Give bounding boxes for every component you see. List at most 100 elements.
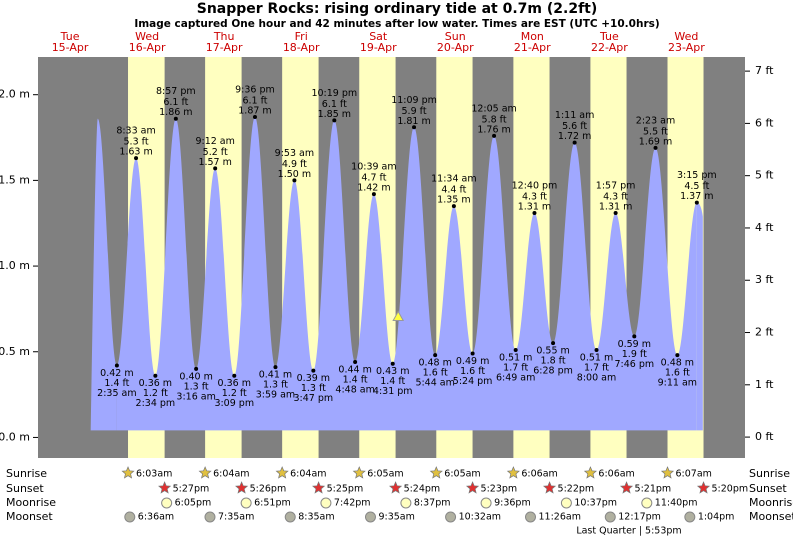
extreme-point (412, 125, 417, 130)
extreme-meters: 1.57 m (198, 157, 231, 168)
extreme-point (551, 341, 556, 346)
sunrise-time: 6:06am (598, 469, 634, 480)
sunset-time: 5:25pm (327, 484, 364, 495)
sunrise-time: 6:05am (367, 469, 403, 480)
sunset-time: 5:22pm (558, 484, 595, 495)
extreme-time: 3:47 pm (294, 393, 334, 404)
extreme-feet: 1.6 ft (423, 368, 448, 379)
chart-subtitle: Image captured One hour and 42 minutes a… (134, 18, 659, 30)
extreme-meters: 1.72 m (558, 131, 591, 142)
extreme-point (470, 351, 475, 356)
extreme-meters: 1.87 m (238, 105, 271, 116)
sunrise-time: 6:04am (213, 469, 249, 480)
sunset-time: 5:24pm (404, 484, 441, 495)
extreme-point (694, 200, 699, 205)
y-tick-label: 0.5 m (0, 345, 30, 358)
moon-phase: Last Quarter | 5:53pm (576, 526, 681, 537)
extreme-meters: 0.39 m (297, 373, 330, 384)
moonset-time: 8:35am (298, 512, 334, 523)
moonrise-time: 7:42pm (334, 498, 371, 509)
extreme-meters: 0.51 m (580, 353, 613, 364)
sunset-icon (389, 481, 403, 494)
y2-tick-label: 5 ft (755, 169, 774, 182)
y2-tick-label: 0 ft (755, 430, 774, 443)
sunset-icon (312, 481, 326, 494)
extreme-meters: 0.43 m (376, 366, 409, 377)
tide-area-end (696, 202, 703, 431)
day-name: Tue (599, 30, 619, 43)
row-label-right: Moonset (749, 510, 793, 523)
y-tick-label: 1.0 m (0, 259, 30, 272)
day-date: 23-Apr (668, 41, 705, 54)
extreme-time: 11:34 am (431, 174, 476, 185)
extreme-point (194, 366, 199, 371)
sunset-icon (465, 481, 480, 494)
extreme-meters: 0.48 m (418, 358, 451, 369)
extreme-meters: 0.36 m (218, 378, 251, 389)
extreme-point (153, 373, 158, 378)
extreme-feet: 1.6 ft (460, 366, 485, 377)
moonset-icon (684, 511, 696, 523)
y2-tick-label: 4 ft (755, 221, 774, 234)
extreme-point (173, 116, 178, 121)
extreme-meters: 1.76 m (477, 124, 510, 135)
extreme-meters: 0.44 m (338, 365, 371, 376)
sunset-icon (235, 481, 249, 494)
sunrise-icon (506, 466, 520, 479)
sunrise-icon (121, 466, 135, 479)
moonset-icon (525, 511, 537, 523)
extreme-feet: 4.7 ft (361, 173, 386, 184)
sunrise-time: 6:07am (676, 469, 712, 480)
day-name: Fri (295, 30, 308, 43)
day-name: Tue (60, 30, 80, 43)
extreme-point (252, 114, 257, 119)
extreme-point (213, 166, 218, 171)
extreme-point (513, 348, 518, 353)
sunrise-icon (275, 466, 289, 479)
day-name: Wed (135, 30, 159, 43)
extreme-point (390, 361, 395, 366)
extreme-feet: 1.7 ft (584, 363, 609, 374)
extreme-meters: 1.86 m (159, 107, 192, 118)
moonset-icon (604, 511, 616, 523)
extreme-feet: 4.4 ft (441, 185, 466, 196)
extreme-time: 4:31 pm (373, 386, 413, 397)
extreme-meters: 0.51 m (499, 353, 532, 364)
day-date: 18-Apr (283, 41, 320, 54)
extreme-point (594, 348, 599, 353)
extreme-meters: 1.69 m (639, 136, 672, 147)
y-tick-label: 2.0 m (0, 88, 30, 101)
extreme-time: 3:59 am (256, 390, 295, 401)
sunset-time: 5:26pm (250, 484, 287, 495)
sunrise-icon (583, 466, 597, 479)
extreme-time: 8:33 am (116, 126, 155, 137)
sunset-icon (696, 481, 711, 494)
moonrise-time: 6:51pm (254, 498, 291, 509)
extreme-point (572, 140, 577, 145)
extreme-point (232, 373, 237, 378)
sunrise-icon (198, 466, 212, 479)
extreme-time: 9:11 am (658, 378, 697, 389)
extreme-time: 1:11 am (555, 110, 594, 121)
extreme-feet: 5.5 ft (643, 126, 668, 137)
extreme-meters: 0.59 m (618, 339, 651, 350)
extreme-time: 4:48 am (335, 385, 374, 396)
row-label: Moonset (6, 510, 53, 523)
extreme-time: 1:57 pm (596, 180, 636, 191)
moonset-time: 6:36am (138, 512, 174, 523)
extreme-point (532, 210, 537, 215)
extreme-time: 9:36 pm (235, 84, 275, 95)
extreme-meters: 0.49 m (456, 356, 489, 367)
extreme-meters: 1.35 m (437, 195, 470, 206)
extreme-feet: 6.1 ft (163, 97, 188, 108)
row-label-right: Sunset (749, 482, 787, 495)
extreme-point (371, 192, 376, 197)
extreme-point (311, 368, 316, 373)
extreme-point (613, 210, 618, 215)
extreme-point (114, 363, 119, 368)
day-name: Thu (213, 30, 235, 43)
day-date: 17-Apr (206, 41, 243, 54)
moonrise-icon (161, 497, 173, 509)
moonrise-time: 8:37pm (414, 498, 451, 509)
